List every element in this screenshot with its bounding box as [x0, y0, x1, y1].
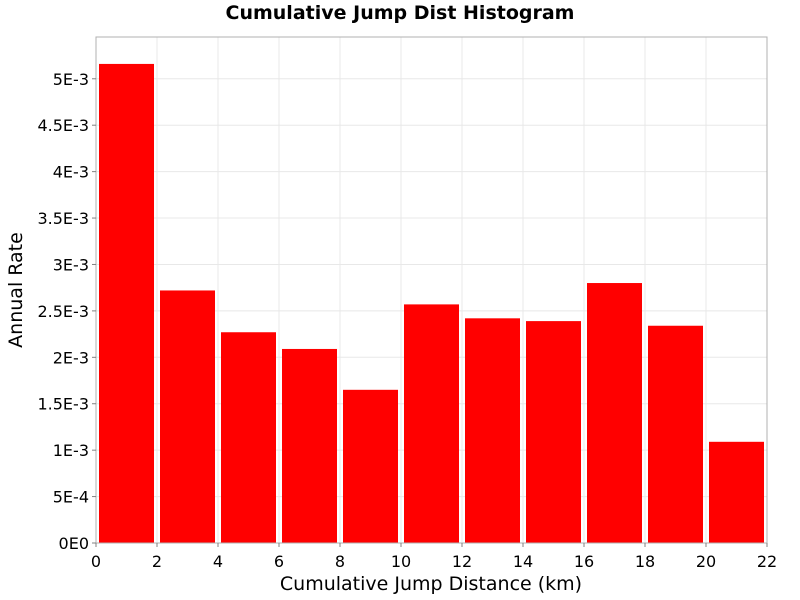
y-tick-label: 3E-3: [53, 255, 89, 274]
y-tick-label: 4E-3: [53, 163, 89, 182]
y-tick-label: 1.5E-3: [37, 395, 89, 414]
histogram-bar: [99, 63, 154, 543]
histogram-bar: [160, 290, 215, 543]
x-axis-label: Cumulative Jump Distance (km): [279, 573, 583, 595]
y-tick-label: 5E-3: [53, 70, 89, 89]
chart-title: Cumulative Jump Dist Histogram: [225, 2, 575, 24]
x-tick-label: 0: [91, 552, 101, 571]
bars: [99, 63, 764, 543]
y-axis-ticks: 0E0 5E-4 1E-3 1.5E-3 2E-3 2.5E-3 3E-3 3.5E-3 4E-…: [37, 70, 96, 553]
x-tick-label: 6: [274, 552, 284, 571]
histogram-bar: [648, 325, 703, 543]
x-tick-label: 10: [391, 552, 411, 571]
plot-frame: [95, 36, 768, 544]
y-tick-label: 4.5E-3: [37, 116, 89, 135]
x-tick-label: 20: [696, 552, 716, 571]
y-tick-label: 1E-3: [53, 441, 89, 460]
y-tick-label: 5E-4: [53, 488, 89, 507]
x-axis-ticks: 0 2 4 6 8 10 12 14 16 18 20 22: [91, 543, 777, 571]
x-tick-label: 18: [635, 552, 655, 571]
histogram-bar: [709, 441, 764, 543]
histogram-bar: [221, 332, 276, 543]
x-tick-label: 16: [574, 552, 594, 571]
y-tick-label: 0E0: [59, 534, 89, 553]
x-tick-label: 4: [213, 552, 223, 571]
x-tick-label: 12: [452, 552, 472, 571]
y-tick-label: 2E-3: [53, 348, 89, 367]
x-tick-label: 8: [335, 552, 345, 571]
histogram-bar: [282, 348, 337, 543]
histogram-bar: [465, 318, 520, 543]
x-tick-label: 22: [757, 552, 777, 571]
histogram-bar: [587, 283, 642, 543]
histogram-bar: [404, 304, 459, 543]
histogram-bar: [343, 389, 398, 543]
x-tick-label: 14: [513, 552, 533, 571]
y-tick-label: 3.5E-3: [37, 209, 89, 228]
y-tick-label: 2.5E-3: [37, 302, 89, 321]
histogram-bar: [526, 321, 581, 543]
x-tick-label: 2: [152, 552, 162, 571]
